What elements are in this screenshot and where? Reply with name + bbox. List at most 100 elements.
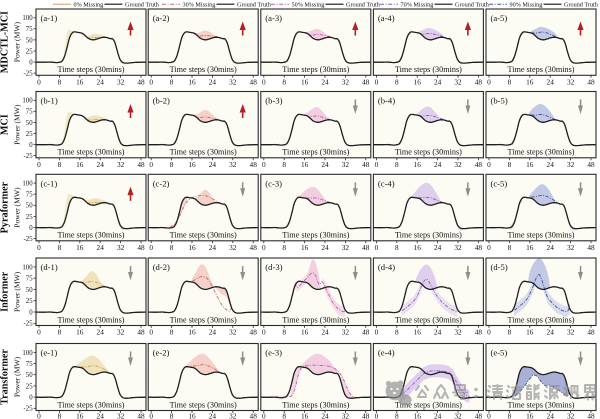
svg-text:Time steps (30mins): Time steps (30mins) bbox=[170, 65, 237, 74]
svg-text:16: 16 bbox=[414, 411, 422, 419]
svg-text:8: 8 bbox=[282, 243, 286, 252]
svg-text:32: 32 bbox=[454, 243, 462, 252]
svg-text:16: 16 bbox=[301, 160, 309, 169]
svg-text:0: 0 bbox=[262, 243, 266, 252]
svg-text:24: 24 bbox=[547, 160, 555, 169]
svg-text:50: 50 bbox=[26, 372, 33, 379]
svg-text:0: 0 bbox=[487, 243, 491, 252]
svg-text:Time steps (30mins): Time steps (30mins) bbox=[57, 231, 124, 240]
svg-text:32: 32 bbox=[117, 160, 125, 169]
svg-text:16: 16 bbox=[526, 328, 534, 337]
svg-text:0: 0 bbox=[487, 411, 491, 419]
svg-text:75: 75 bbox=[26, 361, 33, 368]
svg-text:48: 48 bbox=[587, 243, 595, 252]
svg-text:24: 24 bbox=[321, 160, 329, 169]
svg-text:8: 8 bbox=[508, 411, 512, 419]
svg-text:32: 32 bbox=[342, 243, 350, 252]
svg-text:0: 0 bbox=[149, 77, 153, 86]
svg-text:16: 16 bbox=[76, 411, 84, 419]
svg-text:32: 32 bbox=[454, 160, 462, 169]
svg-text:50: 50 bbox=[26, 37, 33, 44]
svg-text:0: 0 bbox=[262, 160, 266, 169]
svg-text:16: 16 bbox=[188, 328, 196, 337]
svg-text:0: 0 bbox=[375, 328, 379, 337]
svg-text:Time steps (30mins): Time steps (30mins) bbox=[395, 231, 462, 240]
svg-text:32: 32 bbox=[454, 77, 462, 86]
svg-text:Ground Truth: Ground Truth bbox=[455, 1, 490, 8]
svg-text:24: 24 bbox=[97, 411, 105, 419]
svg-text:16: 16 bbox=[414, 243, 422, 252]
svg-text:0: 0 bbox=[149, 411, 153, 419]
svg-text:16: 16 bbox=[301, 411, 309, 419]
svg-text:8: 8 bbox=[395, 328, 399, 337]
svg-text:-25: -25 bbox=[24, 236, 34, 243]
svg-text:0: 0 bbox=[29, 142, 33, 149]
svg-text:Ground Truth: Ground Truth bbox=[237, 1, 272, 8]
svg-text:8: 8 bbox=[58, 328, 62, 337]
svg-text:32: 32 bbox=[342, 411, 350, 419]
svg-text:(d-3): (d-3) bbox=[265, 262, 282, 272]
svg-text:16: 16 bbox=[188, 77, 196, 86]
svg-text:0: 0 bbox=[375, 160, 379, 169]
svg-text:24: 24 bbox=[434, 77, 442, 86]
svg-text:16: 16 bbox=[414, 160, 422, 169]
svg-text:32: 32 bbox=[342, 160, 350, 169]
svg-text:48: 48 bbox=[137, 328, 145, 337]
svg-text:0: 0 bbox=[262, 328, 266, 337]
svg-text:32: 32 bbox=[567, 411, 575, 419]
svg-text:Time steps (30mins): Time steps (30mins) bbox=[57, 148, 124, 157]
svg-text:Time steps (30mins): Time steps (30mins) bbox=[57, 315, 124, 324]
svg-text:Ground Truth: Ground Truth bbox=[564, 1, 599, 8]
svg-text:0: 0 bbox=[487, 160, 491, 169]
svg-text:0: 0 bbox=[487, 328, 491, 337]
svg-text:24: 24 bbox=[434, 411, 442, 419]
svg-text:100: 100 bbox=[22, 15, 33, 22]
svg-text:Time steps (30mins): Time steps (30mins) bbox=[507, 148, 574, 157]
svg-text:48: 48 bbox=[475, 243, 483, 252]
svg-text:25: 25 bbox=[26, 298, 33, 305]
svg-text:32: 32 bbox=[567, 328, 575, 337]
svg-text:16: 16 bbox=[301, 328, 309, 337]
svg-text:(e-5): (e-5) bbox=[491, 348, 508, 358]
svg-text:24: 24 bbox=[209, 243, 217, 252]
svg-text:(e-1): (e-1) bbox=[41, 348, 58, 358]
svg-text:8: 8 bbox=[282, 77, 286, 86]
svg-text:25: 25 bbox=[26, 48, 33, 55]
svg-text:8: 8 bbox=[58, 160, 62, 169]
svg-text:50% Missing: 50% Missing bbox=[292, 1, 325, 8]
svg-text:100: 100 bbox=[22, 350, 33, 357]
svg-text:Time steps (30mins): Time steps (30mins) bbox=[57, 65, 124, 74]
svg-text:0: 0 bbox=[262, 77, 266, 86]
svg-text:48: 48 bbox=[475, 77, 483, 86]
svg-text:48: 48 bbox=[362, 160, 370, 169]
svg-text:(c-5): (c-5) bbox=[491, 178, 508, 188]
svg-text:0: 0 bbox=[29, 309, 33, 316]
svg-text:0: 0 bbox=[37, 411, 41, 419]
svg-text:24: 24 bbox=[321, 243, 329, 252]
svg-text:90% Missing: 90% Missing bbox=[510, 1, 543, 8]
svg-text:32: 32 bbox=[567, 77, 575, 86]
svg-text:Power (MW): Power (MW) bbox=[13, 356, 22, 397]
svg-text:32: 32 bbox=[342, 77, 350, 86]
svg-text:16: 16 bbox=[188, 411, 196, 419]
svg-text:32: 32 bbox=[454, 328, 462, 337]
svg-text:(d-2): (d-2) bbox=[153, 262, 170, 272]
svg-text:8: 8 bbox=[395, 243, 399, 252]
svg-text:0: 0 bbox=[37, 243, 41, 252]
svg-text:48: 48 bbox=[137, 160, 145, 169]
svg-text:0: 0 bbox=[37, 77, 41, 86]
svg-text:(a-4): (a-4) bbox=[378, 13, 395, 23]
svg-text:0% Missing: 0% Missing bbox=[74, 1, 104, 8]
svg-text:8: 8 bbox=[282, 411, 286, 419]
svg-text:48: 48 bbox=[137, 77, 145, 86]
svg-text:24: 24 bbox=[321, 77, 329, 86]
svg-text:100: 100 bbox=[22, 264, 33, 271]
svg-text:32: 32 bbox=[229, 328, 237, 337]
svg-text:100: 100 bbox=[22, 98, 33, 105]
svg-text:16: 16 bbox=[188, 160, 196, 169]
svg-text:8: 8 bbox=[508, 328, 512, 337]
svg-text:16: 16 bbox=[526, 243, 534, 252]
svg-text:48: 48 bbox=[475, 411, 483, 419]
svg-text:16: 16 bbox=[526, 160, 534, 169]
svg-text:48: 48 bbox=[362, 411, 370, 419]
